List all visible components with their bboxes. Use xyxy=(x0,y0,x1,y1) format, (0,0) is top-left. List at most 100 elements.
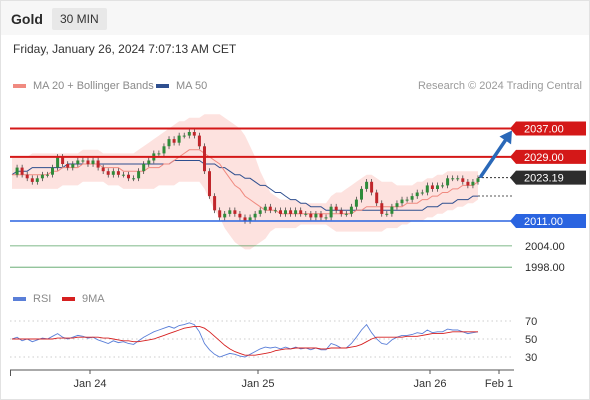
target-label: 1998.00 xyxy=(525,262,565,274)
legend-rsi-ma: 9MA xyxy=(62,293,105,305)
instrument-title: Gold xyxy=(11,11,43,27)
rsi-tick-label: 30 xyxy=(525,352,537,364)
candle-body xyxy=(344,213,348,215)
research-credit: Research © 2024 Trading Central xyxy=(417,80,582,92)
ma20-line xyxy=(12,149,479,215)
candle-body xyxy=(197,135,201,147)
timestamp: Friday, January 26, 2024 7:07:13 AM CET xyxy=(13,42,237,56)
candle-body xyxy=(91,160,95,165)
candle-body xyxy=(248,217,252,221)
candle-body xyxy=(213,196,217,211)
candle-body xyxy=(309,213,313,218)
candle-body xyxy=(228,210,232,214)
candle-body xyxy=(101,167,105,172)
candle-body xyxy=(192,132,196,136)
candle-body xyxy=(167,139,171,147)
x-axis-tick-label: Jan 25 xyxy=(241,378,274,390)
candle-body xyxy=(451,178,455,180)
candle-body xyxy=(339,210,343,214)
candle-body xyxy=(81,160,85,162)
rsi-tick-label: 70 xyxy=(525,316,537,328)
candle-body xyxy=(354,199,358,207)
resistance-label: 2029.00 xyxy=(524,152,564,164)
candle-body xyxy=(466,181,470,186)
candle-body xyxy=(25,174,29,179)
forecast-arrow-shaft xyxy=(479,134,510,179)
candle-body xyxy=(76,160,80,165)
candle-body xyxy=(390,206,394,214)
candle-body xyxy=(349,206,353,214)
candle-body xyxy=(157,153,161,155)
candle-body xyxy=(218,210,222,218)
candle-body xyxy=(471,181,475,186)
candle-body xyxy=(20,167,24,175)
chart-header: Gold 30 MIN xyxy=(1,1,589,35)
candle-body xyxy=(289,210,293,214)
legend-rsi: RSI xyxy=(13,293,51,305)
candle-body xyxy=(263,206,267,211)
candle-body xyxy=(127,174,130,179)
target-label: 2004.00 xyxy=(525,241,565,253)
rsi-ma-line xyxy=(12,325,478,356)
candle-body xyxy=(51,167,54,175)
forecast-arrow-head xyxy=(499,130,512,145)
candle-body xyxy=(395,203,399,207)
candle-body xyxy=(238,213,242,218)
interval-badge[interactable]: 30 MIN xyxy=(52,8,107,30)
candle-body xyxy=(430,185,434,189)
candle-body xyxy=(446,178,450,186)
candle-body xyxy=(425,185,429,193)
candle-body xyxy=(142,164,146,172)
candle-body xyxy=(208,171,211,197)
x-axis-tick-label: Jan 26 xyxy=(413,378,446,390)
candle-body xyxy=(456,178,460,180)
candle-body xyxy=(319,213,323,218)
candle-body xyxy=(106,171,110,175)
legend-rsi-label: RSI xyxy=(33,293,52,305)
candle-body xyxy=(243,217,247,221)
candle-body xyxy=(375,192,379,204)
candle-body xyxy=(182,135,186,137)
candle-body xyxy=(370,181,374,193)
candle-body xyxy=(223,213,227,218)
candle-body xyxy=(420,192,424,194)
candle-body xyxy=(61,156,65,164)
candle-body xyxy=(334,206,338,211)
candle-body xyxy=(385,213,389,215)
legend-rsi-ma-label: 9MA xyxy=(82,293,105,305)
candle-body xyxy=(380,203,384,214)
candle-body xyxy=(177,135,181,143)
resistance-label-box xyxy=(510,121,586,136)
candle-body xyxy=(137,171,141,179)
legend-ma50: MA 50 xyxy=(156,80,207,92)
candle-body xyxy=(162,146,166,154)
candle-body xyxy=(405,199,409,201)
candle-body xyxy=(441,185,444,187)
legend-swatch-ma50 xyxy=(156,84,169,88)
candle-body xyxy=(233,210,237,214)
candle-body xyxy=(35,178,39,182)
resistance-label: 2037.00 xyxy=(524,123,564,135)
candle-body xyxy=(324,217,328,219)
candle-body xyxy=(66,164,70,168)
candle-body xyxy=(71,164,75,168)
candle-body xyxy=(360,188,363,200)
candle-body xyxy=(253,213,257,218)
legend-swatch-ma-bb xyxy=(13,84,26,88)
current-price-label: 2023.19 xyxy=(524,173,564,185)
legend-swatch-rsi-ma xyxy=(62,297,75,301)
candle-body xyxy=(294,210,298,214)
candle-body xyxy=(304,213,308,215)
candle-body xyxy=(96,160,100,168)
candle-body xyxy=(46,174,49,176)
candle-body xyxy=(314,213,318,218)
candle-body xyxy=(258,210,262,214)
candle-body xyxy=(329,206,333,218)
support-label: 2011.00 xyxy=(524,216,563,228)
candle-body xyxy=(111,171,115,175)
rsi-tick-label: 50 xyxy=(525,334,537,346)
candle-body xyxy=(400,199,404,204)
x-axis-tick-label: Jan 24 xyxy=(73,378,106,390)
rsi-line xyxy=(11,322,479,358)
